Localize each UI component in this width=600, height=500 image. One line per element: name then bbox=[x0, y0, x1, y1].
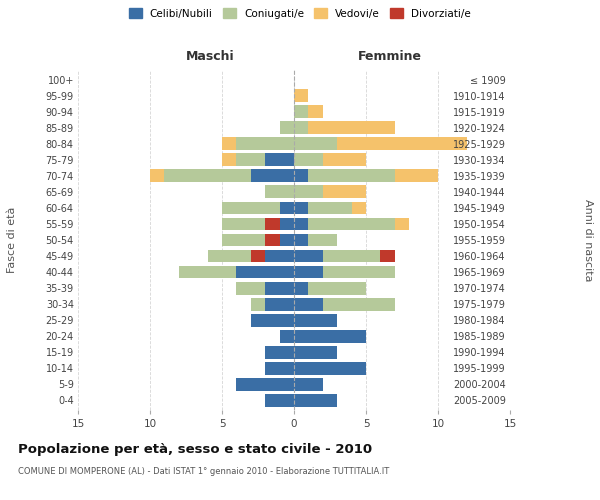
Bar bbox=[236, 378, 294, 391]
Bar bbox=[294, 378, 323, 391]
Bar bbox=[265, 394, 294, 407]
Bar bbox=[308, 170, 395, 182]
Bar bbox=[294, 314, 337, 326]
Bar bbox=[236, 282, 265, 294]
Bar bbox=[265, 250, 294, 262]
Bar bbox=[308, 282, 366, 294]
Bar bbox=[294, 346, 337, 358]
Bar bbox=[294, 362, 366, 374]
Bar bbox=[294, 138, 337, 150]
Bar bbox=[294, 266, 323, 278]
Bar bbox=[294, 89, 308, 102]
Bar bbox=[294, 234, 308, 246]
Text: Anni di nascita: Anni di nascita bbox=[583, 198, 593, 281]
Bar bbox=[294, 394, 337, 407]
Bar bbox=[265, 218, 280, 230]
Bar bbox=[280, 330, 294, 342]
Bar bbox=[294, 298, 323, 310]
Bar bbox=[265, 282, 294, 294]
Bar bbox=[265, 154, 294, 166]
Bar bbox=[308, 234, 337, 246]
Bar bbox=[222, 234, 280, 246]
Bar bbox=[337, 138, 467, 150]
Bar bbox=[294, 202, 308, 214]
Bar bbox=[236, 266, 294, 278]
Bar bbox=[236, 154, 265, 166]
Bar bbox=[222, 138, 236, 150]
Bar bbox=[294, 170, 308, 182]
Bar bbox=[280, 122, 294, 134]
Bar bbox=[395, 170, 438, 182]
Text: COMUNE DI MOMPERONE (AL) - Dati ISTAT 1° gennaio 2010 - Elaborazione TUTTITALIA.: COMUNE DI MOMPERONE (AL) - Dati ISTAT 1°… bbox=[18, 468, 389, 476]
Text: Maschi: Maschi bbox=[185, 50, 235, 62]
Text: Femmine: Femmine bbox=[358, 50, 422, 62]
Bar bbox=[294, 154, 323, 166]
Bar bbox=[308, 106, 323, 118]
Bar bbox=[280, 218, 294, 230]
Bar bbox=[222, 218, 280, 230]
Bar bbox=[164, 170, 251, 182]
Bar bbox=[222, 202, 280, 214]
Bar bbox=[323, 186, 366, 198]
Bar bbox=[294, 330, 366, 342]
Bar bbox=[222, 154, 236, 166]
Text: Popolazione per età, sesso e stato civile - 2010: Popolazione per età, sesso e stato civil… bbox=[18, 442, 372, 456]
Bar bbox=[352, 202, 366, 214]
Bar bbox=[308, 202, 352, 214]
Bar bbox=[280, 234, 294, 246]
Bar bbox=[294, 218, 308, 230]
Bar bbox=[308, 122, 395, 134]
Bar bbox=[294, 250, 323, 262]
Bar bbox=[294, 106, 308, 118]
Bar bbox=[308, 218, 395, 230]
Bar bbox=[265, 298, 294, 310]
Bar bbox=[251, 170, 294, 182]
Bar bbox=[150, 170, 164, 182]
Bar bbox=[280, 202, 294, 214]
Bar bbox=[323, 250, 380, 262]
Bar bbox=[251, 314, 294, 326]
Bar bbox=[265, 186, 294, 198]
Bar bbox=[323, 154, 366, 166]
Bar bbox=[294, 186, 323, 198]
Bar bbox=[294, 122, 308, 134]
Legend: Celibi/Nubili, Coniugati/e, Vedovi/e, Divorziati/e: Celibi/Nubili, Coniugati/e, Vedovi/e, Di… bbox=[126, 5, 474, 21]
Bar bbox=[265, 362, 294, 374]
Text: Fasce di età: Fasce di età bbox=[7, 207, 17, 273]
Bar bbox=[251, 298, 265, 310]
Bar bbox=[323, 298, 395, 310]
Bar bbox=[251, 250, 265, 262]
Bar bbox=[323, 266, 395, 278]
Bar bbox=[208, 250, 265, 262]
Bar bbox=[236, 138, 294, 150]
Bar bbox=[265, 346, 294, 358]
Bar bbox=[265, 234, 280, 246]
Bar bbox=[380, 250, 395, 262]
Bar bbox=[294, 282, 308, 294]
Bar bbox=[395, 218, 409, 230]
Bar bbox=[179, 266, 236, 278]
